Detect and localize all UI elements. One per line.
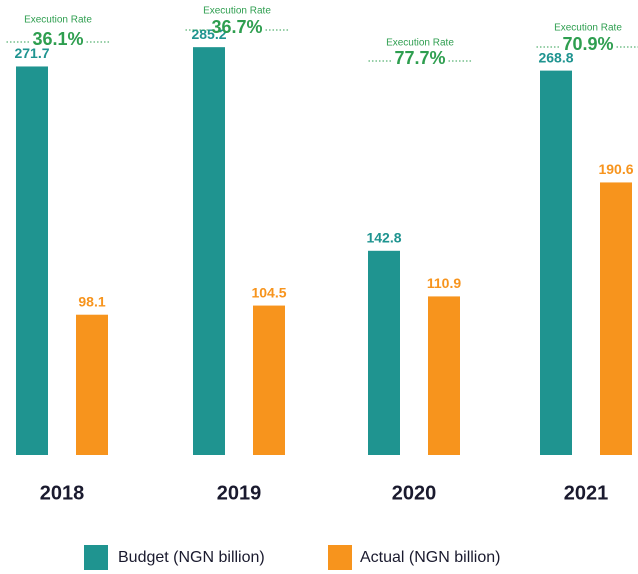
bar <box>600 182 632 455</box>
data-label: 268.8 <box>538 49 573 65</box>
data-label: 142.8 <box>366 229 401 245</box>
bar <box>253 305 285 455</box>
legend-label: Actual (NGN billion) <box>360 549 500 566</box>
annotation-label: Execution Rate <box>203 6 271 17</box>
annotation-value: 77.7% <box>394 48 445 68</box>
annotation-value: 36.7% <box>211 17 262 37</box>
bar <box>540 70 572 455</box>
bar <box>368 250 400 455</box>
annotation-value: 70.9% <box>562 34 613 54</box>
data-label: 110.9 <box>427 275 461 291</box>
legend-swatch <box>84 545 108 570</box>
x-tick-label: 2019 <box>217 482 262 504</box>
data-label: 104.5 <box>251 284 286 300</box>
x-tick-label: 2021 <box>564 482 609 504</box>
x-tick-label: 2018 <box>40 482 85 504</box>
annotation-value: 36.1% <box>32 29 83 49</box>
bar <box>428 296 460 455</box>
x-tick-label: 2020 <box>392 482 437 504</box>
annotation-label: Execution Rate <box>24 15 92 26</box>
legend-label: Budget (NGN billion) <box>118 549 265 566</box>
data-label: 98.1 <box>78 293 105 309</box>
data-label: 190.6 <box>598 161 633 177</box>
bar <box>16 66 48 456</box>
data-label: 271.7 <box>14 45 49 61</box>
annotation-label: Execution Rate <box>554 23 622 34</box>
legend-swatch <box>328 545 352 570</box>
bar <box>76 314 108 455</box>
bar <box>193 47 225 455</box>
annotation-label: Execution Rate <box>386 38 454 49</box>
